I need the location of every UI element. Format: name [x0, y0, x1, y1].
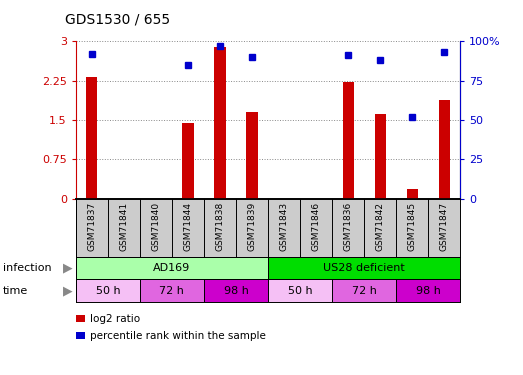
Text: GSM71847: GSM71847: [440, 202, 449, 251]
Bar: [406, 189, 418, 199]
Text: GSM71840: GSM71840: [152, 202, 161, 251]
Bar: [183, 123, 194, 199]
Text: GSM71846: GSM71846: [312, 202, 321, 251]
Bar: [76, 257, 268, 279]
Bar: [140, 279, 204, 302]
Text: 72 h: 72 h: [160, 286, 185, 296]
Bar: [343, 82, 354, 199]
Text: 50 h: 50 h: [288, 286, 312, 296]
Text: infection: infection: [3, 263, 51, 273]
Bar: [86, 77, 97, 199]
Text: 50 h: 50 h: [96, 286, 120, 296]
Text: AD169: AD169: [153, 263, 190, 273]
Bar: [268, 257, 460, 279]
Text: 98 h: 98 h: [416, 286, 441, 296]
Bar: [246, 112, 258, 199]
Text: ▶: ▶: [63, 284, 73, 297]
Text: GSM71845: GSM71845: [408, 202, 417, 251]
Text: GSM71841: GSM71841: [119, 202, 128, 251]
Text: GSM71842: GSM71842: [376, 202, 384, 250]
Text: percentile rank within the sample: percentile rank within the sample: [90, 331, 266, 341]
Bar: [204, 279, 268, 302]
Text: ▶: ▶: [63, 262, 73, 274]
Text: GSM71839: GSM71839: [247, 202, 256, 251]
Bar: [214, 46, 225, 199]
Text: GSM71838: GSM71838: [215, 202, 224, 251]
Text: 72 h: 72 h: [351, 286, 377, 296]
Bar: [76, 279, 140, 302]
Text: US28 deficient: US28 deficient: [323, 263, 405, 273]
Text: GDS1530 / 655: GDS1530 / 655: [65, 12, 170, 26]
Text: log2 ratio: log2 ratio: [90, 314, 141, 324]
Text: GSM71843: GSM71843: [280, 202, 289, 251]
Text: GSM71836: GSM71836: [344, 202, 353, 251]
Bar: [396, 279, 460, 302]
Text: GSM71837: GSM71837: [87, 202, 96, 251]
Text: time: time: [3, 286, 28, 296]
Text: 98 h: 98 h: [223, 286, 248, 296]
Text: GSM71844: GSM71844: [184, 202, 192, 250]
Bar: [268, 279, 332, 302]
Bar: [439, 100, 450, 199]
Bar: [332, 279, 396, 302]
Bar: [374, 114, 386, 199]
